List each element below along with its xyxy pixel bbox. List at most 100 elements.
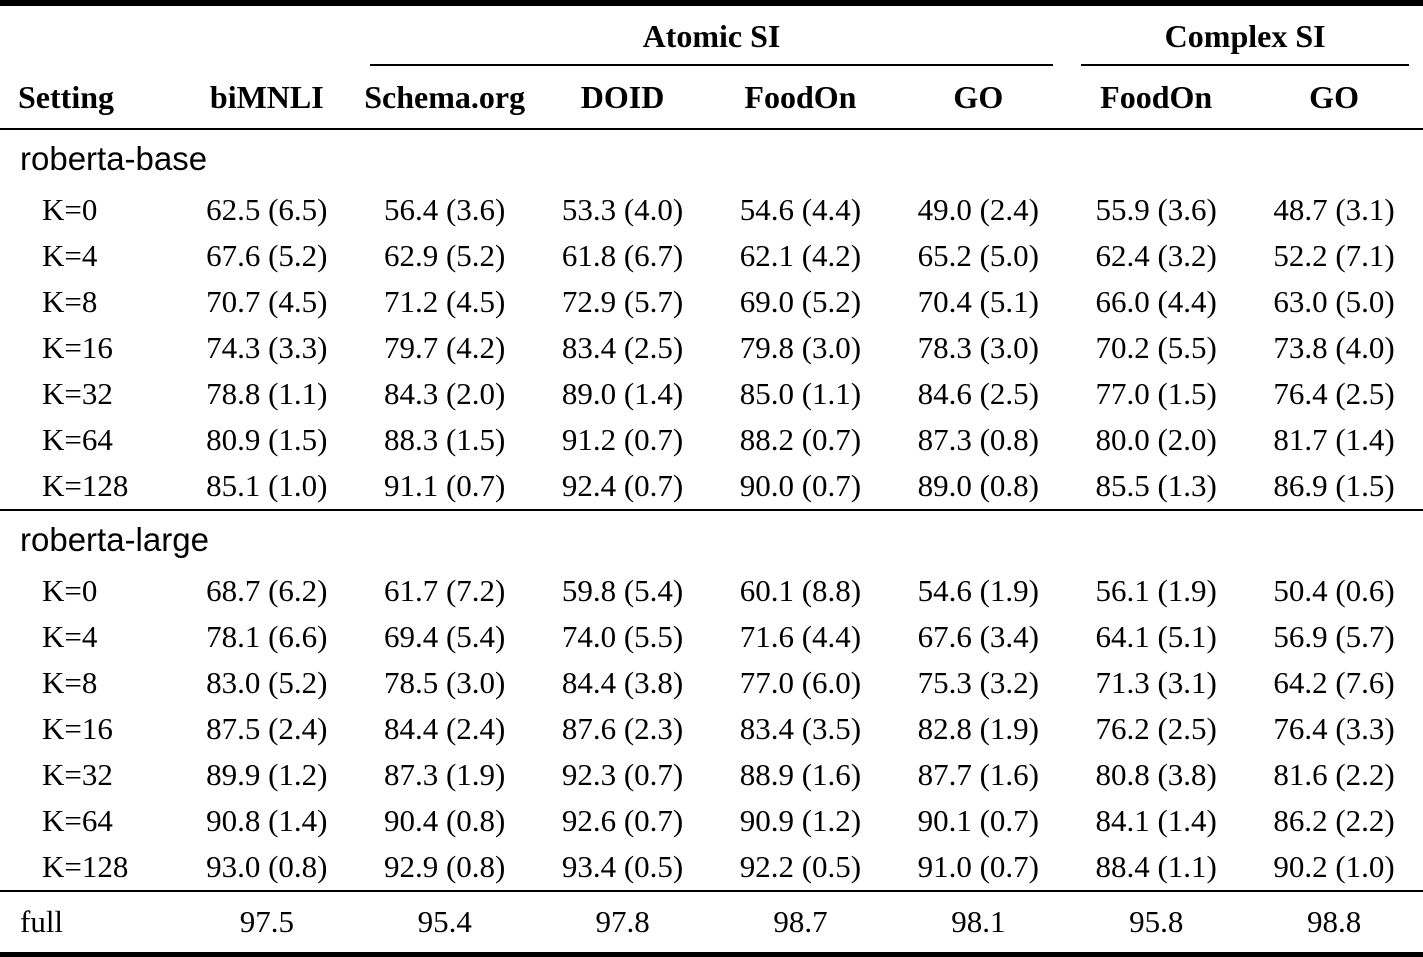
value-cell: 90.9 (1.2): [739, 803, 862, 838]
value-cell: 70.4 (5.1): [917, 284, 1040, 319]
table-row: K=4 67.6 (5.2) 62.9 (5.2) 61.8 (6.7) 62.1 (4…: [0, 233, 1423, 279]
value-cell: 78.1 (6.6): [206, 619, 328, 654]
column-header-setting: Setting: [18, 78, 114, 115]
setting-cell: K=32: [42, 757, 113, 792]
value-cell: 88.3 (1.5): [383, 422, 506, 457]
setting-cell: K=64: [42, 803, 113, 838]
value-cell: 86.2 (2.2): [1273, 803, 1395, 838]
value-cell: 98.8: [1306, 904, 1362, 939]
value-cell: 93.0 (0.8): [206, 849, 328, 884]
value-cell: 84.4 (3.8): [561, 665, 684, 700]
section-label: roberta-large: [20, 520, 209, 558]
value-cell: 83.0 (5.2): [206, 665, 328, 700]
column-header-foodon-complex: FoodOn: [1100, 78, 1213, 115]
value-cell: 80.0 (2.0): [1095, 422, 1217, 457]
value-cell: 74.0 (5.5): [561, 619, 684, 654]
value-cell: 54.6 (4.4): [739, 192, 862, 227]
value-cell: 69.0 (5.2): [739, 284, 862, 319]
value-cell: 62.9 (5.2): [383, 238, 506, 273]
full-row: full 97.5 95.4 97.8 98.7 98.1 95.8 98.8: [0, 891, 1423, 956]
setting-cell: K=4: [42, 238, 98, 273]
value-cell: 75.3 (3.2): [917, 665, 1040, 700]
setting-cell: K=128: [42, 468, 129, 503]
value-cell: 89.9 (1.2): [206, 757, 328, 792]
value-cell: 84.6 (2.5): [917, 376, 1040, 411]
value-cell: 87.7 (1.6): [917, 757, 1040, 792]
column-header-row: Setting biMNLI Schema.org DOID FoodOn GO…: [0, 66, 1423, 129]
value-cell: 92.9 (0.8): [383, 849, 506, 884]
table-row: K=32 89.9 (1.2) 87.3 (1.9) 92.3 (0.7) 88.9 (…: [0, 752, 1423, 798]
table-row: K=64 80.9 (1.5) 88.3 (1.5) 91.2 (0.7) 88.2 (…: [0, 417, 1423, 463]
value-cell: 91.2 (0.7): [561, 422, 684, 457]
value-cell: 85.1 (1.0): [206, 468, 328, 503]
setting-cell: K=16: [42, 330, 113, 365]
value-cell: 66.0 (4.4): [1095, 284, 1217, 319]
value-cell: 91.1 (0.7): [383, 468, 506, 503]
value-cell: 55.9 (3.6): [1095, 192, 1217, 227]
group-header-empty: [0, 3, 356, 66]
value-cell: 88.2 (0.7): [739, 422, 862, 457]
value-cell: 56.9 (5.7): [1273, 619, 1395, 654]
value-cell: 90.4 (0.8): [383, 803, 506, 838]
group-header-atomic-si-label: Atomic SI: [642, 17, 781, 54]
value-cell: 73.8 (4.0): [1273, 330, 1395, 365]
value-cell: 78.5 (3.0): [383, 665, 506, 700]
value-cell: 79.7 (4.2): [383, 330, 506, 365]
group-header-atomic-si: Atomic SI: [356, 3, 1068, 66]
value-cell: 64.2 (7.6): [1273, 665, 1395, 700]
value-cell: 65.2 (5.0): [917, 238, 1040, 273]
value-cell: 84.3 (2.0): [383, 376, 506, 411]
value-cell: 98.7: [773, 904, 828, 939]
value-cell: 93.4 (0.5): [561, 849, 684, 884]
value-cell: 95.4: [417, 904, 472, 939]
table-row: K=0 62.5 (6.5) 56.4 (3.6) 53.3 (4.0) 54.6 (4…: [0, 187, 1423, 233]
section-label: roberta-base: [20, 139, 208, 177]
value-cell: 62.5 (6.5): [206, 192, 328, 227]
value-cell: 67.6 (3.4): [917, 619, 1040, 654]
value-cell: 68.7 (6.2): [206, 573, 328, 608]
value-cell: 48.7 (3.1): [1273, 192, 1395, 227]
value-cell: 63.0 (5.0): [1273, 284, 1395, 319]
setting-cell: full: [20, 904, 64, 939]
table-row: K=16 87.5 (2.4) 84.4 (2.4) 87.6 (2.3) 83.4 (…: [0, 706, 1423, 752]
table-row: K=64 90.8 (1.4) 90.4 (0.8) 92.6 (0.7) 90.9 (…: [0, 798, 1423, 844]
value-cell: 67.6 (5.2): [206, 238, 328, 273]
column-header-doid: DOID: [580, 78, 665, 115]
value-cell: 76.2 (2.5): [1095, 711, 1217, 746]
value-cell: 54.6 (1.9): [917, 573, 1040, 608]
value-cell: 87.3 (1.9): [383, 757, 506, 792]
table-row: K=128 85.1 (1.0) 91.1 (0.7) 92.4 (0.7) 90.0 …: [0, 463, 1423, 510]
value-cell: 92.3 (0.7): [561, 757, 684, 792]
value-cell: 77.0 (1.5): [1095, 376, 1217, 411]
setting-cell: K=8: [42, 284, 98, 319]
column-header-bimnli: biMNLI: [209, 78, 324, 115]
value-cell: 71.6 (4.4): [739, 619, 862, 654]
column-header-go-complex: GO: [1309, 78, 1359, 115]
value-cell: 53.3 (4.0): [561, 192, 684, 227]
value-cell: 70.2 (5.5): [1095, 330, 1217, 365]
column-header-go-atomic: GO: [953, 78, 1004, 115]
table-row: K=32 78.8 (1.1) 84.3 (2.0) 89.0 (1.4) 85.0 (…: [0, 371, 1423, 417]
value-cell: 76.4 (3.3): [1273, 711, 1395, 746]
value-cell: 76.4 (2.5): [1273, 376, 1395, 411]
table-row: K=0 68.7 (6.2) 61.7 (7.2) 59.8 (5.4) 60.1 (8…: [0, 568, 1423, 614]
setting-cell: K=128: [42, 849, 129, 884]
value-cell: 77.0 (6.0): [739, 665, 862, 700]
value-cell: 87.5 (2.4): [206, 711, 328, 746]
value-cell: 74.3 (3.3): [206, 330, 328, 365]
value-cell: 97.5: [239, 904, 294, 939]
value-cell: 61.7 (7.2): [383, 573, 506, 608]
value-cell: 86.9 (1.5): [1273, 468, 1395, 503]
value-cell: 85.0 (1.1): [739, 376, 862, 411]
value-cell: 87.3 (0.8): [917, 422, 1040, 457]
value-cell: 98.1: [951, 904, 1006, 939]
value-cell: 83.4 (3.5): [739, 711, 862, 746]
section-row-roberta-large: roberta-large: [0, 510, 1423, 568]
value-cell: 97.8: [595, 904, 650, 939]
value-cell: 81.6 (2.2): [1273, 757, 1395, 792]
value-cell: 84.1 (1.4): [1095, 803, 1217, 838]
group-header-row: Atomic SI Complex SI: [0, 3, 1423, 66]
section-row-roberta-base: roberta-base: [0, 129, 1423, 187]
value-cell: 85.5 (1.3): [1095, 468, 1217, 503]
